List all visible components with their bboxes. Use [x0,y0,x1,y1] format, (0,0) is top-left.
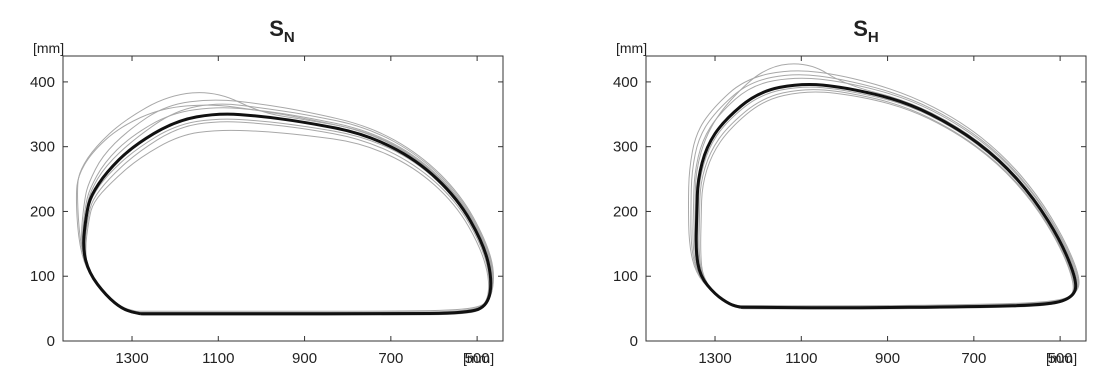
trial-trajectory-3 [81,99,495,312]
x-tick-label: 900 [292,350,317,367]
chart-title: SN [269,16,295,46]
trial-trajectory-8 [77,92,493,314]
trial-trajectory-6 [700,91,1074,310]
x-tick-label: 1100 [202,350,234,367]
mean-trajectory [694,83,1078,310]
trial-trajectory-2 [84,121,490,316]
chart-title-main: S [853,16,868,41]
y-tick-label: 0 [630,333,638,350]
x-axis-unit-label: [mm] [463,350,494,366]
chart-title-main: S [269,16,284,41]
y-tick-label: 300 [613,139,638,156]
x-tick-label: 700 [961,350,986,367]
trial-trajectory-0 [695,84,1077,309]
y-tick-label: 200 [30,203,55,220]
trial-trajectory-2 [698,89,1075,310]
y-axis-unit-label: [mm] [616,40,647,56]
trial-trajectory-6 [82,103,494,315]
chart-title-subscript: N [284,29,295,46]
plot-frame [62,55,504,342]
trial-trajectory-4 [697,86,1076,309]
chart-title-subscript: H [868,29,879,46]
y-tick-label: 0 [47,333,55,350]
y-tick-label: 100 [613,268,638,285]
x-tick-label: 500 [465,350,490,367]
y-axis-unit-label: [mm] [33,40,64,56]
mean-trajectory [82,112,493,316]
trial-trajectory-1 [692,77,1078,307]
y-tick-label: 100 [30,268,55,285]
y-tick-label: 400 [613,74,638,91]
y-tick-label: 300 [30,139,55,156]
x-axis-unit-label: [mm] [1046,350,1077,366]
x-tick-label: 1300 [698,350,731,367]
y-tick-label: 200 [613,203,638,220]
x-tick-label: 700 [378,350,403,367]
trial-trajectory-4 [85,129,490,315]
x-tick-label: 900 [875,350,900,367]
x-tick-label: 1300 [115,350,148,367]
chart-title: SH [853,16,879,46]
trial-trajectory-3 [688,70,1080,307]
x-tick-label: 1100 [785,350,817,367]
plot-frame [645,55,1087,342]
x-tick-label: 500 [1048,350,1073,367]
y-tick-label: 400 [30,74,55,91]
trial-trajectory-7 [690,74,1079,307]
